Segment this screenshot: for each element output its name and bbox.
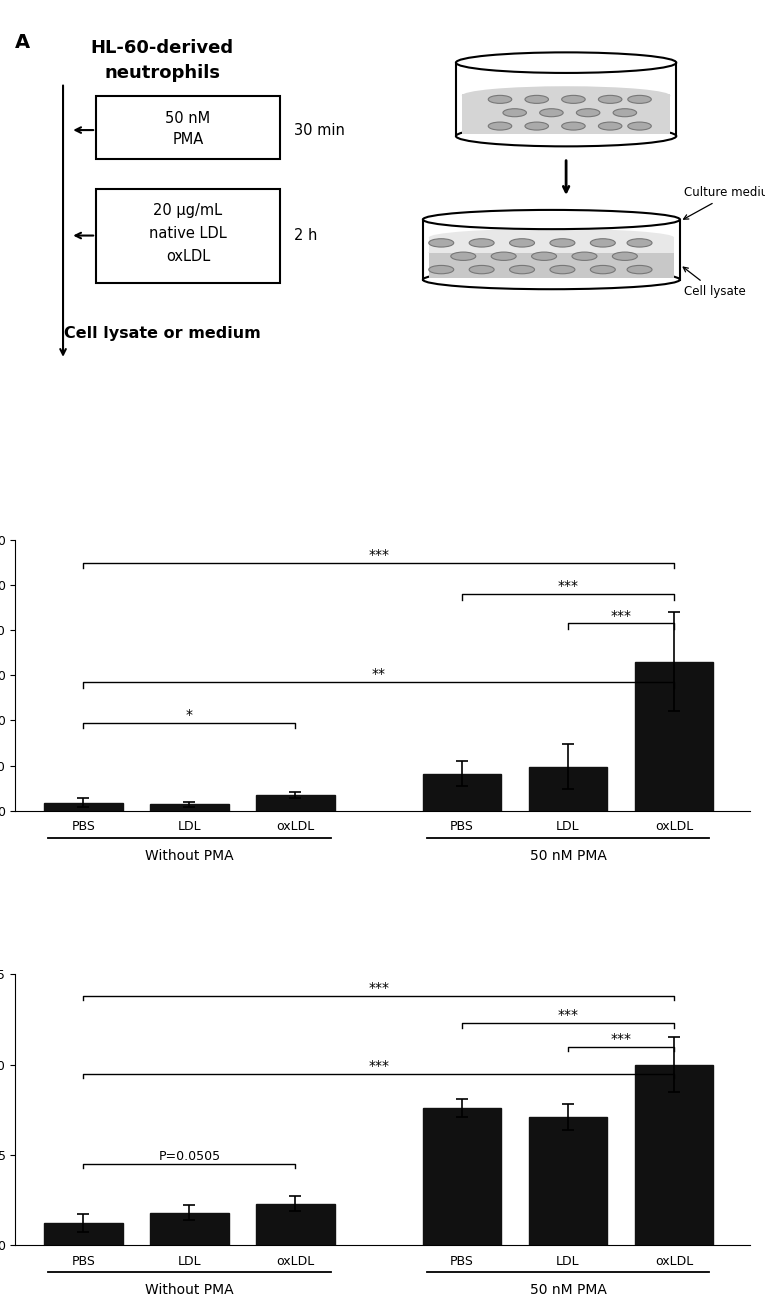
Text: A: A xyxy=(15,32,30,52)
Bar xyxy=(462,93,670,135)
Ellipse shape xyxy=(428,228,674,246)
Ellipse shape xyxy=(532,252,557,261)
Ellipse shape xyxy=(469,239,494,246)
Ellipse shape xyxy=(591,266,615,274)
Bar xyxy=(44,803,123,811)
Ellipse shape xyxy=(550,266,575,274)
Text: ***: *** xyxy=(610,608,631,623)
Ellipse shape xyxy=(627,266,652,274)
Text: HL-60-derived: HL-60-derived xyxy=(90,39,234,57)
Bar xyxy=(428,252,674,279)
Text: 2 h: 2 h xyxy=(295,228,317,243)
Bar xyxy=(428,237,674,253)
Text: 50 nM: 50 nM xyxy=(165,110,210,126)
Text: 50 nM PMA: 50 nM PMA xyxy=(529,1283,607,1297)
Ellipse shape xyxy=(562,122,585,130)
Ellipse shape xyxy=(469,266,494,274)
Ellipse shape xyxy=(612,252,637,261)
Text: Cell lysate or medium: Cell lysate or medium xyxy=(63,326,261,341)
Ellipse shape xyxy=(572,252,597,261)
Bar xyxy=(44,1223,123,1245)
Text: Without PMA: Without PMA xyxy=(145,1283,234,1297)
Ellipse shape xyxy=(525,96,549,104)
Ellipse shape xyxy=(428,266,454,274)
Text: P=0.0505: P=0.0505 xyxy=(158,1150,220,1163)
Text: ***: *** xyxy=(368,982,389,995)
Text: Cell lysate: Cell lysate xyxy=(683,267,745,298)
Text: PMA: PMA xyxy=(172,132,203,147)
Text: oxLDL: oxLDL xyxy=(166,249,210,265)
Ellipse shape xyxy=(451,252,476,261)
Ellipse shape xyxy=(627,239,652,246)
Text: *: * xyxy=(186,708,193,722)
Ellipse shape xyxy=(562,96,585,104)
Text: 20 μg/mL: 20 μg/mL xyxy=(153,202,223,218)
Bar xyxy=(96,189,280,283)
Ellipse shape xyxy=(423,210,680,230)
Ellipse shape xyxy=(628,96,651,104)
Bar xyxy=(422,1108,501,1245)
Ellipse shape xyxy=(488,96,512,104)
Text: ***: *** xyxy=(558,580,578,593)
Text: **: ** xyxy=(372,668,386,681)
Text: ***: *** xyxy=(610,1032,631,1045)
Text: ***: *** xyxy=(368,547,389,562)
Ellipse shape xyxy=(428,244,674,262)
Bar xyxy=(422,774,501,811)
Ellipse shape xyxy=(591,239,615,246)
Ellipse shape xyxy=(628,122,651,130)
Bar xyxy=(150,1213,229,1245)
Ellipse shape xyxy=(539,109,563,117)
Text: neutrophils: neutrophils xyxy=(104,65,220,82)
Ellipse shape xyxy=(550,239,575,246)
Bar xyxy=(423,219,680,280)
Ellipse shape xyxy=(576,109,600,117)
Bar xyxy=(529,1117,607,1245)
Ellipse shape xyxy=(462,86,670,105)
Bar xyxy=(635,1065,713,1245)
Ellipse shape xyxy=(488,122,512,130)
Bar xyxy=(96,96,280,160)
Bar xyxy=(150,804,229,811)
Bar xyxy=(635,661,713,811)
Bar xyxy=(256,1204,335,1245)
Ellipse shape xyxy=(503,109,526,117)
Ellipse shape xyxy=(509,239,535,246)
Text: native LDL: native LDL xyxy=(149,226,226,241)
Bar xyxy=(256,795,335,811)
Ellipse shape xyxy=(525,122,549,130)
Text: 30 min: 30 min xyxy=(295,123,345,137)
Ellipse shape xyxy=(509,266,535,274)
Ellipse shape xyxy=(456,126,676,147)
Ellipse shape xyxy=(491,252,516,261)
Ellipse shape xyxy=(423,270,680,289)
Ellipse shape xyxy=(456,52,676,73)
Ellipse shape xyxy=(598,122,622,130)
Text: Culture medium: Culture medium xyxy=(684,187,765,219)
Ellipse shape xyxy=(428,239,454,246)
Text: Without PMA: Without PMA xyxy=(145,848,234,863)
Ellipse shape xyxy=(598,96,622,104)
Text: ***: *** xyxy=(368,1058,389,1073)
Text: ***: *** xyxy=(558,1008,578,1022)
Bar xyxy=(529,767,607,811)
Text: 50 nM PMA: 50 nM PMA xyxy=(529,848,607,863)
Bar xyxy=(456,62,676,136)
Ellipse shape xyxy=(613,109,636,117)
